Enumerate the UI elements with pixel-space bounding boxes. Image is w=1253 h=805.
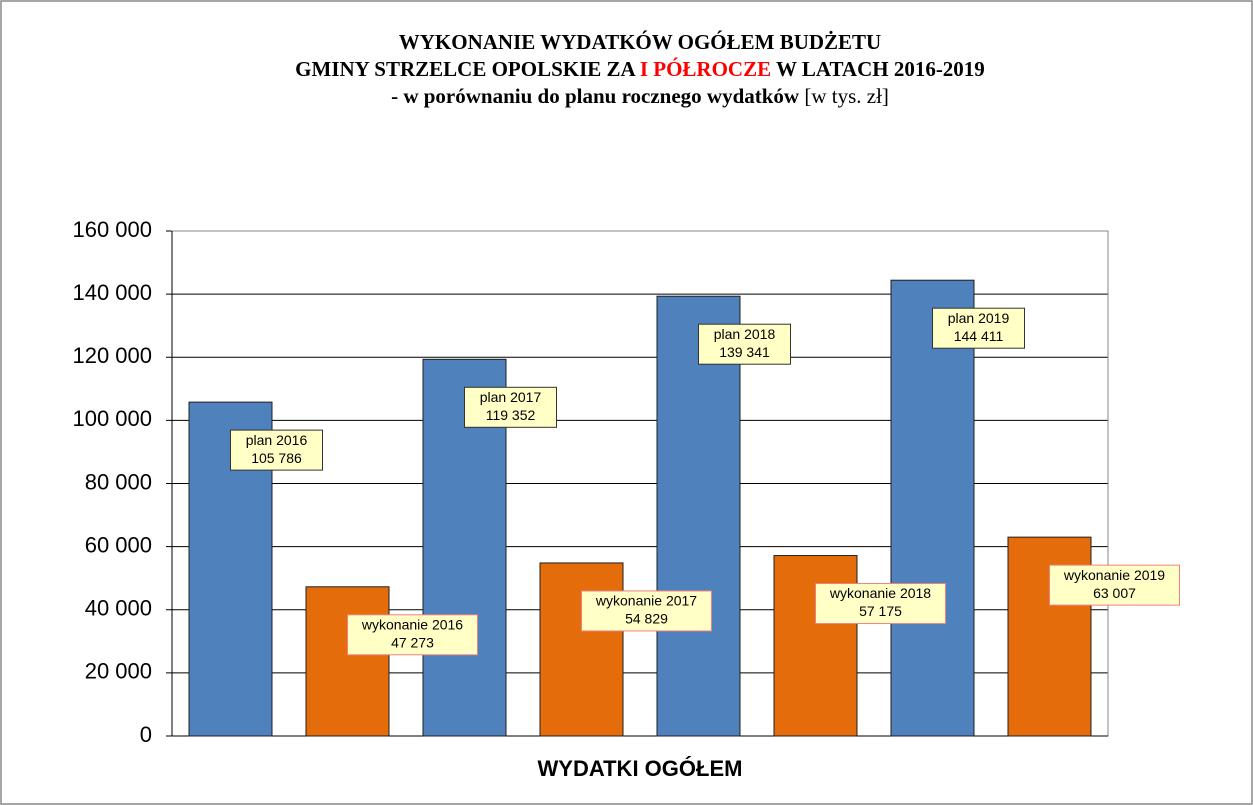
data-label: 105 786	[251, 450, 302, 466]
data-label-box	[698, 323, 791, 365]
y-tick-label: 100 000	[72, 406, 152, 431]
title-part: W LATACH 2016-2019	[771, 57, 985, 81]
data-label-name: plan 2019	[948, 310, 1010, 326]
y-tick-label: 40 000	[85, 596, 152, 621]
y-tick-label: 60 000	[85, 532, 152, 557]
y-tick-label: 0	[140, 722, 152, 747]
y-tick-label: 120 000	[72, 343, 152, 368]
y-tick-label: 160 000	[72, 217, 152, 242]
title-part: - w porównaniu do planu rocznego wydatkó…	[391, 84, 800, 108]
data-label: 119 352	[486, 407, 536, 423]
data-label-name: wykonanie 2017	[595, 593, 697, 609]
title-part: GMINY STRZELCE OPOLSKIE ZA	[295, 57, 640, 81]
data-label-name: wykonanie 2018	[829, 585, 931, 601]
bar	[656, 295, 741, 737]
data-label: 139 341	[719, 344, 770, 360]
data-label-box	[932, 307, 1025, 349]
title-part: [w tys. zł]	[799, 84, 889, 108]
chart-title: WYKONANIE WYDATKÓW OGÓŁEM BUDŻETU	[399, 30, 881, 54]
data-label-name: plan 2017	[480, 389, 542, 405]
x-axis-label: WYDATKI OGÓŁEM	[538, 756, 743, 781]
title-part: I PÓŁROCZE	[640, 57, 771, 81]
data-label: 54 829	[625, 611, 668, 627]
title-part: WYKONANIE WYDATKÓW OGÓŁEM BUDŻETU	[399, 30, 881, 54]
data-label-name: plan 2016	[246, 432, 308, 448]
data-label-box	[815, 583, 946, 625]
data-label-name: wykonanie 2016	[361, 616, 463, 632]
bar	[539, 562, 624, 737]
data-label-box	[581, 590, 712, 632]
bar	[773, 555, 858, 737]
data-label: 63 007	[1093, 585, 1136, 601]
data-label: 57 175	[859, 603, 902, 619]
y-tick-label: 140 000	[72, 280, 152, 305]
y-tick-label: 80 000	[85, 469, 152, 494]
data-label-box	[1049, 564, 1180, 606]
data-label: 47 273	[391, 634, 434, 650]
data-label-box	[347, 614, 478, 656]
data-label-name: plan 2018	[714, 326, 776, 342]
chart-title: - w porównaniu do planu rocznego wydatkó…	[391, 84, 889, 108]
data-label-name: wykonanie 2019	[1063, 567, 1165, 583]
bar	[890, 279, 975, 737]
data-label-box	[464, 386, 557, 428]
y-tick-label: 20 000	[85, 659, 152, 684]
bar	[305, 586, 390, 737]
chart-title: GMINY STRZELCE OPOLSKIE ZA I PÓŁROCZE W …	[295, 57, 985, 81]
data-label: 144 411	[954, 328, 1004, 344]
data-label-box	[230, 429, 323, 471]
